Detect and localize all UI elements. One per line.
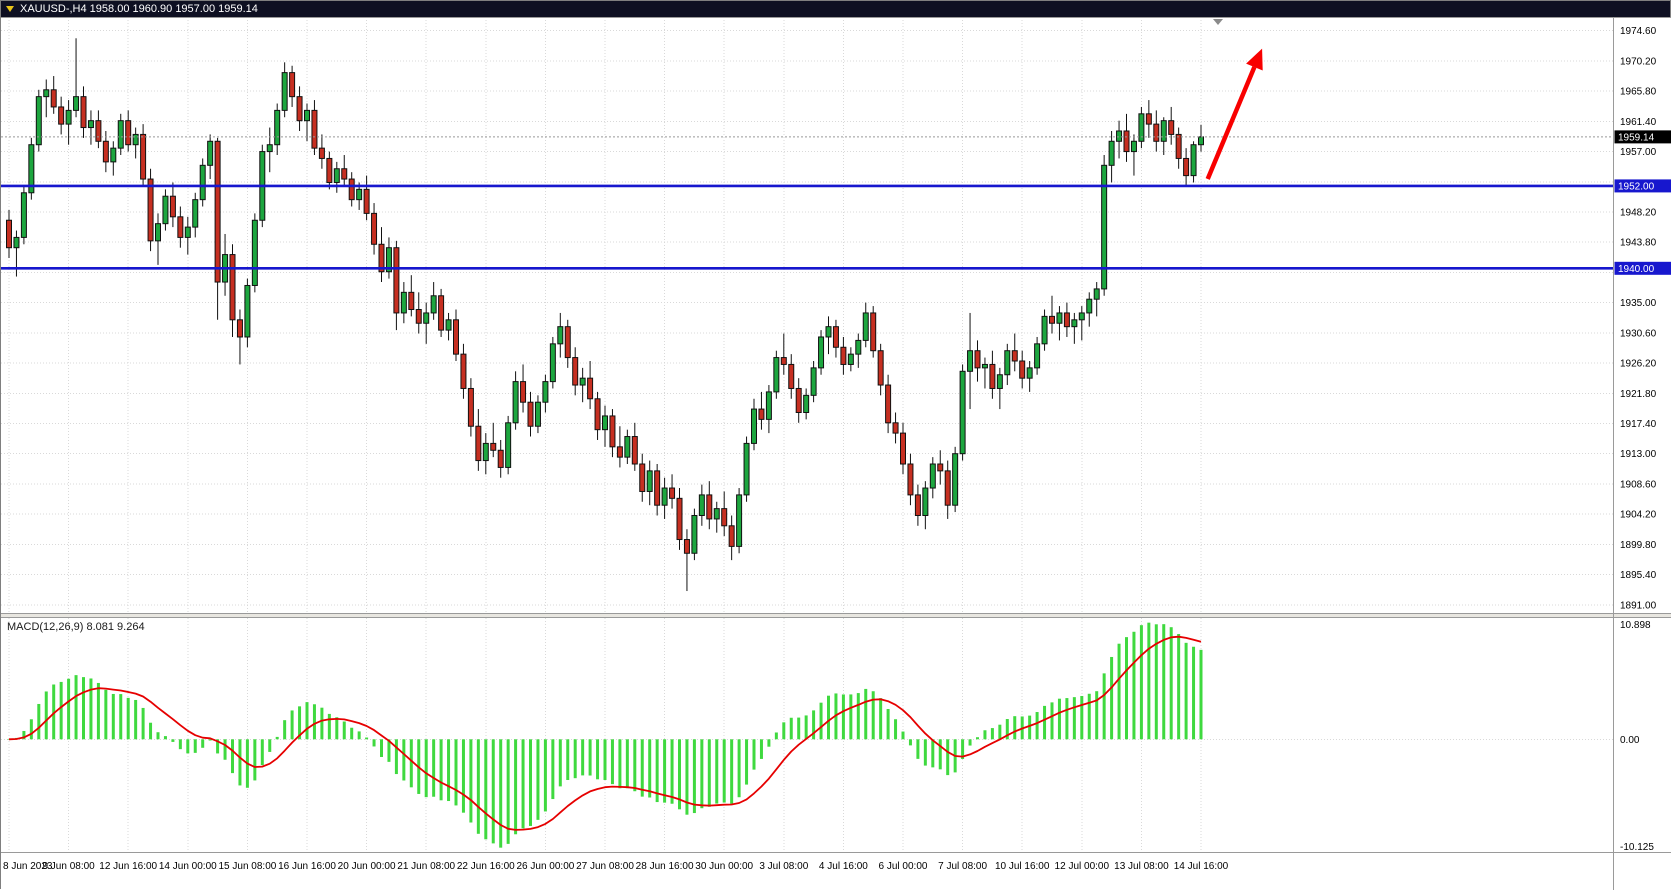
macd-indicator-label: MACD(12,26,9) 8.081 9.264 [7,621,145,633]
svg-text:30 Jun 00:00: 30 Jun 00:00 [695,861,753,872]
svg-text:12 Jun 16:00: 12 Jun 16:00 [99,861,157,872]
candle [245,279,250,348]
svg-text:26 Jun 00:00: 26 Jun 00:00 [516,861,574,872]
svg-text:1957.00: 1957.00 [1620,147,1657,158]
svg-text:4 Jul 16:00: 4 Jul 16:00 [819,861,868,872]
candle [692,509,697,560]
chart-canvas[interactable]: MACD(12,26,9) 8.081 9.264 1974.60 1970.20 1… [1,17,1671,890]
svg-text:1899.80: 1899.80 [1620,540,1657,551]
svg-text:1943.80: 1943.80 [1620,238,1657,249]
candle [819,330,824,375]
svg-text:1921.80: 1921.80 [1620,389,1657,400]
svg-text:14 Jun 00:00: 14 Jun 00:00 [159,861,217,872]
candle [21,186,26,244]
svg-text:1935.00: 1935.00 [1620,298,1657,309]
candle [439,289,444,337]
svg-text:15 Jun 08:00: 15 Jun 08:00 [218,861,276,872]
candle [200,158,205,206]
svg-text:6 Jul 00:00: 6 Jul 00:00 [879,861,928,872]
candle [953,447,958,512]
svg-text:1891.00: 1891.00 [1620,600,1657,611]
svg-text:-10.125: -10.125 [1620,842,1654,853]
price-label-1940.00: 1940.00 [1615,262,1671,275]
svg-text:21 Jun 08:00: 21 Jun 08:00 [397,861,455,872]
svg-text:1913.00: 1913.00 [1620,449,1657,460]
svg-text:1948.20: 1948.20 [1620,208,1657,219]
chart-titlebar: XAUUSD-,H4 1958.00 1960.90 1957.00 1959.… [1,1,1670,17]
svg-text:27 Jun 08:00: 27 Jun 08:00 [576,861,634,872]
svg-text:20 Jun 00:00: 20 Jun 00:00 [338,861,396,872]
svg-text:14 Jul 16:00: 14 Jul 16:00 [1174,861,1229,872]
svg-text:22 Jun 16:00: 22 Jun 16:00 [457,861,515,872]
svg-text:0.00: 0.00 [1620,735,1640,746]
svg-text:13 Jul 08:00: 13 Jul 08:00 [1114,861,1169,872]
candle [744,437,749,502]
candle [252,213,257,292]
svg-text:12 Jul 00:00: 12 Jul 00:00 [1055,861,1110,872]
svg-text:1926.20: 1926.20 [1620,359,1657,370]
svg-text:16 Jun 16:00: 16 Jun 16:00 [278,861,336,872]
svg-text:1930.60: 1930.60 [1620,328,1657,339]
svg-text:1965.80: 1965.80 [1620,87,1657,98]
current-price-badge: 1959.14 [1615,130,1671,143]
svg-text:1940.00: 1940.00 [1618,264,1655,275]
svg-text:1917.40: 1917.40 [1620,419,1657,430]
candle [36,90,41,152]
svg-text:1959.14: 1959.14 [1618,132,1655,143]
svg-text:1952.00: 1952.00 [1618,181,1655,192]
svg-text:1904.20: 1904.20 [1620,510,1657,521]
candle [506,416,511,474]
svg-text:1961.40: 1961.40 [1620,117,1657,128]
svg-text:1970.20: 1970.20 [1620,56,1657,67]
svg-text:3 Jul 08:00: 3 Jul 08:00 [759,861,808,872]
svg-text:1908.60: 1908.60 [1620,479,1657,490]
symbol-triangle-icon [6,6,14,12]
chart-title-ohlc: XAUUSD-,H4 1958.00 1960.90 1957.00 1959.… [20,1,258,17]
svg-text:1974.60: 1974.60 [1620,26,1657,37]
candle [148,169,153,251]
candle [871,306,876,357]
candle [774,351,779,399]
svg-text:10.898: 10.898 [1620,620,1651,631]
candle [960,364,965,460]
svg-text:10 Jul 16:00: 10 Jul 16:00 [995,861,1050,872]
price-label-1952.00: 1952.00 [1615,179,1671,192]
svg-text:1895.40: 1895.40 [1620,570,1657,581]
candle [737,488,742,553]
svg-text:28 Jun 16:00: 28 Jun 16:00 [636,861,694,872]
candle [1102,155,1107,296]
candle [29,138,34,200]
candle [550,337,555,388]
svg-text:7 Jul 08:00: 7 Jul 08:00 [938,861,987,872]
svg-text:9 Jun 08:00: 9 Jun 08:00 [42,861,95,872]
